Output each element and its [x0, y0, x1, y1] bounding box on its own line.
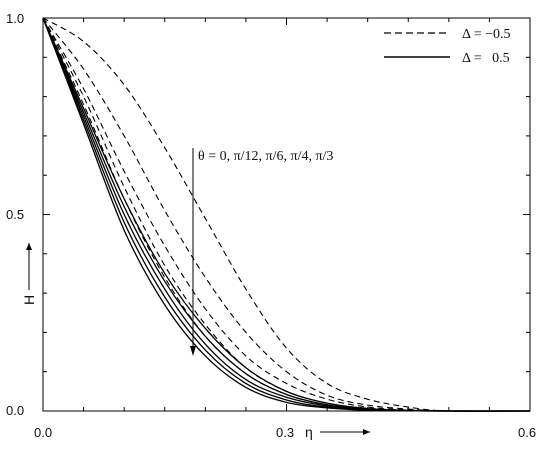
dashed-series-line-4 — [42, 17, 531, 412]
y-tick-label: 1.0 — [6, 11, 24, 26]
x-tick-label: 0.6 — [518, 425, 536, 440]
y-axis-title: H — [21, 295, 37, 305]
legend: Δ = −0.5 Δ = 0.5 — [384, 27, 511, 66]
annotation-text: θ = 0, π/12, π/6, π/4, π/3 — [198, 149, 333, 164]
series-layer — [42, 17, 531, 412]
annotation-arrowhead — [190, 346, 196, 356]
y-axis-arrowhead — [26, 243, 32, 250]
axis-ticks — [42, 17, 531, 412]
solid-series-line-8 — [42, 17, 531, 412]
solid-series-line-7 — [42, 17, 531, 412]
dashed-series-line-0 — [42, 17, 531, 412]
x-axis-title: η — [305, 424, 313, 440]
dashed-series-line-3 — [42, 17, 531, 412]
legend-label: Δ = 0.5 — [462, 51, 510, 66]
legend-label: Δ = −0.5 — [462, 27, 511, 42]
y-tick-label: 0.5 — [6, 207, 24, 222]
dashed-series-line-2 — [42, 17, 531, 412]
x-tick-label: 0.3 — [276, 425, 294, 440]
solid-series-line-9 — [42, 17, 531, 412]
dashed-series-line-1 — [42, 17, 531, 412]
solid-series-line-6 — [42, 17, 531, 412]
x-tick-label: 0.0 — [34, 425, 52, 440]
x-axis-arrowhead — [363, 429, 370, 435]
y-tick-label: 0.0 — [6, 403, 24, 418]
solid-series-line-5 — [42, 17, 531, 412]
plot-frame — [42, 17, 531, 412]
